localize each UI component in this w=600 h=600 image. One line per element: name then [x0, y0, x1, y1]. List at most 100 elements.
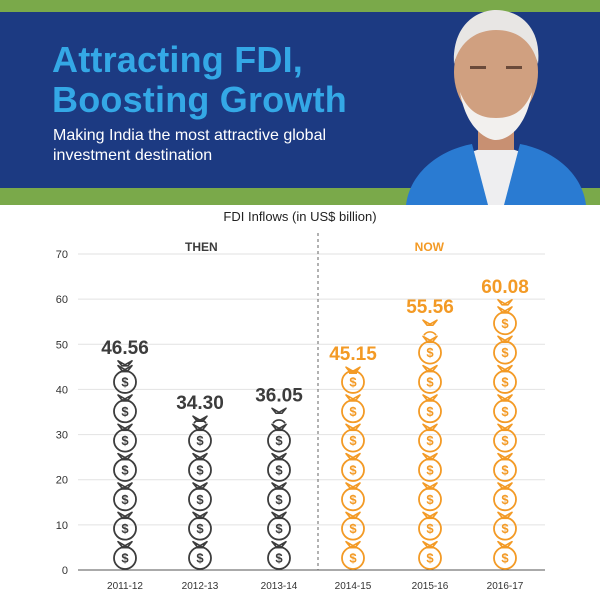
page-title: Attracting FDI, Boosting Growth — [52, 40, 347, 120]
svg-text:$: $ — [275, 492, 283, 507]
money-bag-icon: $ — [418, 482, 442, 512]
money-bag-icon: $ — [493, 306, 517, 336]
svg-text:$: $ — [349, 433, 357, 448]
svg-text:$: $ — [426, 492, 434, 507]
money-bag-icon: $ — [493, 511, 517, 541]
money-bag-icon: $ — [418, 394, 442, 424]
svg-text:$: $ — [275, 462, 283, 477]
money-bag-icon: $ — [267, 511, 291, 541]
money-bag-icon: $ — [493, 364, 517, 394]
money-bag-icon: $ — [341, 540, 365, 570]
svg-text:$: $ — [349, 374, 357, 389]
money-bag-icon: $ — [341, 394, 365, 424]
money-bag-icon: $ — [341, 452, 365, 482]
svg-text:$: $ — [275, 521, 283, 536]
svg-text:$: $ — [501, 521, 509, 536]
svg-text:$: $ — [501, 316, 509, 331]
money-bag-icon: $ — [493, 394, 517, 424]
svg-text:$: $ — [349, 462, 357, 477]
money-bag-icon: $ — [418, 452, 442, 482]
svg-text:$: $ — [121, 521, 129, 536]
svg-text:$: $ — [501, 551, 509, 566]
money-bag-icon: $ — [418, 540, 442, 570]
x-tick-label: 2014-15 — [335, 581, 372, 592]
svg-text:$: $ — [196, 521, 204, 536]
svg-text:$: $ — [501, 462, 509, 477]
svg-text:$: $ — [426, 521, 434, 536]
money-bag-icon: $ — [418, 364, 442, 394]
svg-text:$: $ — [196, 462, 204, 477]
svg-text:$: $ — [349, 521, 357, 536]
data-label: 60.08 — [481, 277, 529, 298]
money-bag-icon: $ — [113, 394, 137, 424]
bar-2013-14: $ $ $ $ $ — [267, 407, 291, 570]
chart-title: FDI Inflows (in US$ billion) — [223, 209, 376, 224]
money-bag-icon: $ — [188, 511, 212, 541]
svg-text:$: $ — [501, 433, 509, 448]
group-label-then: THEN — [185, 240, 218, 254]
money-bag-icon: $ — [113, 452, 137, 482]
svg-text:$: $ — [275, 433, 283, 448]
svg-text:$: $ — [501, 345, 509, 360]
money-bag-icon: $ — [267, 423, 291, 453]
money-bag-icon: $ — [418, 335, 442, 365]
svg-text:$: $ — [426, 462, 434, 477]
portrait-photo — [406, 10, 586, 205]
svg-text:$: $ — [426, 404, 434, 419]
svg-text:$: $ — [121, 551, 129, 566]
y-tick-label: 60 — [56, 294, 68, 306]
group-label-now: NOW — [415, 240, 445, 254]
page-subtitle: Making India the most attractive global … — [53, 127, 327, 164]
money-bag-icon: $ — [113, 511, 137, 541]
data-label: 34.30 — [176, 393, 224, 414]
fdi-chart-svg: FDI Inflows (in US$ billion) 0 10 20 30 40 50… — [56, 209, 545, 592]
money-bag-icon: $ — [341, 482, 365, 512]
svg-text:$: $ — [501, 374, 509, 389]
svg-text:$: $ — [349, 404, 357, 419]
data-label: 45.15 — [329, 344, 377, 365]
svg-text:$: $ — [196, 433, 204, 448]
bar-2015-16: $ $ $ $ $ $ $ $ — [418, 319, 442, 570]
y-tick-label: 70 — [56, 249, 68, 261]
svg-text:$: $ — [196, 492, 204, 507]
svg-text:$: $ — [121, 462, 129, 477]
money-bag-icon — [422, 319, 438, 336]
money-bag-icon: $ — [418, 423, 442, 453]
data-label: 36.05 — [255, 385, 303, 406]
money-bag-icon — [192, 415, 208, 424]
money-bag-icon: $ — [418, 511, 442, 541]
money-bag-icon: $ — [493, 482, 517, 512]
title-line-2: Boosting Growth — [52, 79, 347, 120]
money-bag-icon: $ — [493, 423, 517, 453]
x-tick-label: 2013-14 — [261, 581, 298, 592]
x-tick-label: 2012-13 — [182, 581, 219, 592]
y-tick-label: 10 — [56, 520, 68, 532]
money-bag-icon: $ — [341, 423, 365, 453]
svg-text:$: $ — [426, 551, 434, 566]
y-tick-label: 30 — [56, 430, 68, 442]
svg-text:$: $ — [349, 551, 357, 566]
money-bag-icon: $ — [113, 482, 137, 512]
bar-2011-12: $ $ $ $ $ $ $ — [113, 360, 137, 570]
money-bag-icon: $ — [493, 540, 517, 570]
x-tick-label: 2015-16 — [412, 581, 449, 592]
x-tick-label: 2011-12 — [107, 581, 143, 592]
svg-text:$: $ — [196, 551, 204, 566]
svg-text:$: $ — [426, 345, 434, 360]
money-bag-icon: $ — [341, 366, 365, 394]
money-bag-icon: $ — [188, 540, 212, 570]
money-bag-icon: $ — [493, 335, 517, 365]
money-bag-icon: $ — [188, 423, 212, 453]
money-bag-icon — [117, 360, 133, 367]
money-bag-icon: $ — [188, 452, 212, 482]
svg-text:$: $ — [426, 433, 434, 448]
bar-2014-15: $ $ $ $ $ $ $ — [341, 366, 365, 570]
bar-2012-13: $ $ $ $ $ — [188, 415, 212, 570]
svg-text:$: $ — [426, 374, 434, 389]
title-line-1: Attracting FDI, — [52, 39, 303, 80]
money-bag-icon: $ — [341, 511, 365, 541]
svg-text:$: $ — [121, 404, 129, 419]
svg-text:$: $ — [121, 433, 129, 448]
data-label: 46.56 — [101, 338, 149, 359]
